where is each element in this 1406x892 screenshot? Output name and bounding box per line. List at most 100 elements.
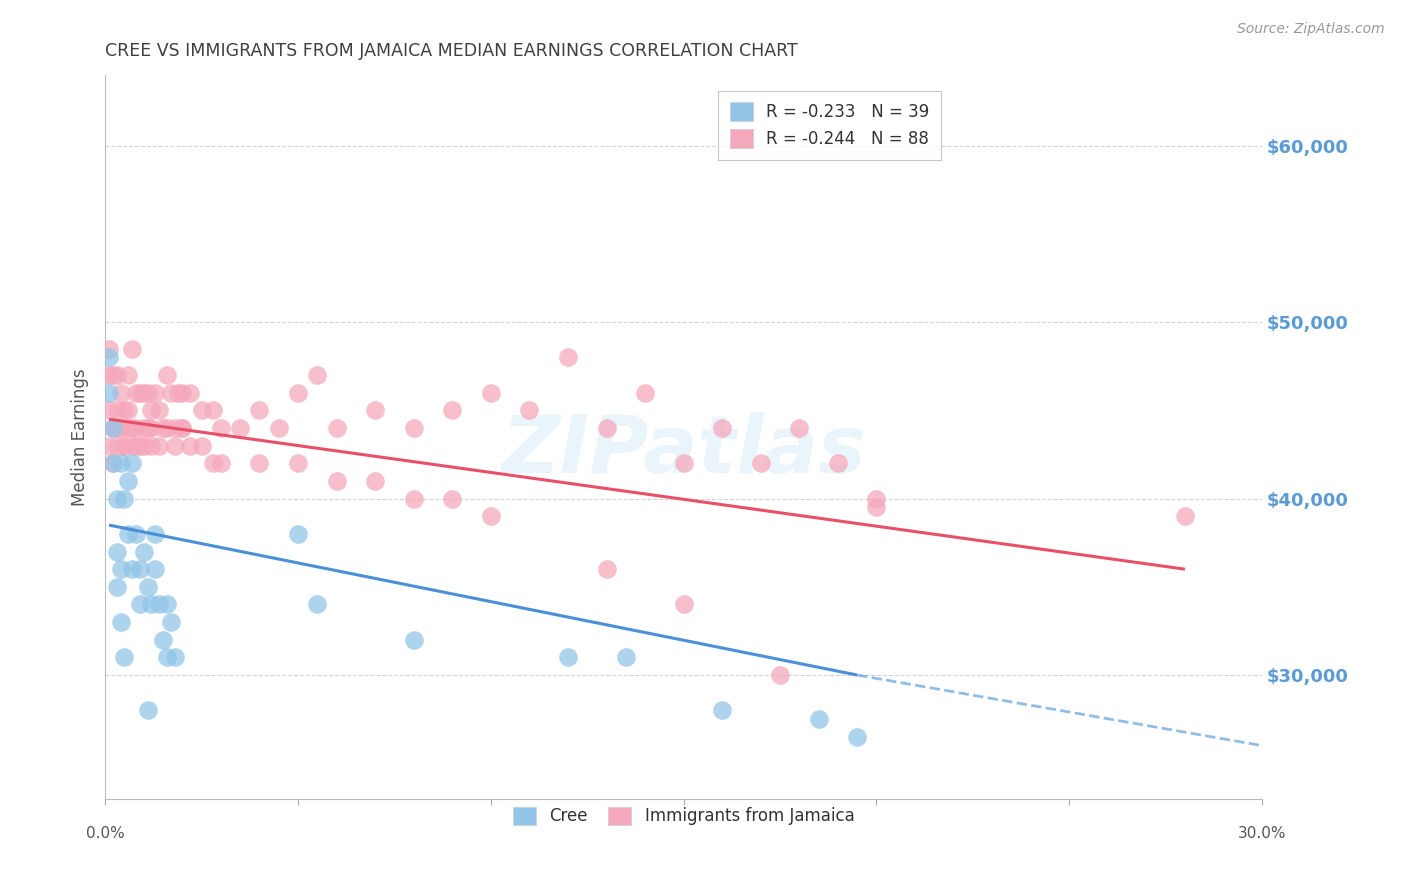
Point	[114, 403, 136, 417]
Point	[287, 527, 309, 541]
Text: Source: ZipAtlas.com: Source: ZipAtlas.com	[1237, 22, 1385, 37]
Point	[129, 562, 152, 576]
Point	[711, 703, 734, 717]
Point	[98, 351, 121, 365]
Point	[148, 439, 170, 453]
Point	[98, 342, 121, 356]
Point	[307, 598, 329, 612]
Point	[114, 650, 136, 665]
Point	[1174, 509, 1197, 524]
Point	[114, 491, 136, 506]
Point	[179, 385, 201, 400]
Point	[105, 491, 128, 506]
Point	[141, 403, 163, 417]
Point	[167, 385, 190, 400]
Text: CREE VS IMMIGRANTS FROM JAMAICA MEDIAN EARNINGS CORRELATION CHART: CREE VS IMMIGRANTS FROM JAMAICA MEDIAN E…	[105, 42, 799, 60]
Point	[121, 439, 143, 453]
Point	[129, 385, 152, 400]
Point	[769, 668, 792, 682]
Point	[129, 439, 152, 453]
Point	[121, 456, 143, 470]
Point	[249, 403, 271, 417]
Point	[105, 544, 128, 558]
Point	[125, 385, 148, 400]
Point	[846, 730, 869, 744]
Point	[110, 562, 132, 576]
Point	[749, 456, 772, 470]
Text: ZIPatlas: ZIPatlas	[501, 412, 866, 491]
Point	[121, 342, 143, 356]
Point	[325, 421, 347, 435]
Point	[364, 474, 387, 488]
Point	[519, 403, 541, 417]
Point	[152, 632, 174, 647]
Point	[105, 368, 128, 383]
Point	[110, 615, 132, 629]
Point	[117, 403, 139, 417]
Point	[202, 403, 225, 417]
Point	[136, 703, 159, 717]
Point	[125, 421, 148, 435]
Point	[101, 456, 124, 470]
Point	[98, 439, 121, 453]
Text: 0.0%: 0.0%	[86, 826, 125, 841]
Point	[479, 385, 502, 400]
Point	[159, 385, 181, 400]
Point	[136, 580, 159, 594]
Point	[159, 615, 181, 629]
Point	[117, 421, 139, 435]
Point	[129, 598, 152, 612]
Point	[101, 421, 124, 435]
Point	[307, 368, 329, 383]
Point	[132, 385, 155, 400]
Point	[110, 385, 132, 400]
Point	[98, 368, 121, 383]
Point	[595, 562, 617, 576]
Point	[634, 385, 657, 400]
Point	[141, 439, 163, 453]
Point	[98, 403, 121, 417]
Point	[190, 439, 212, 453]
Point	[114, 439, 136, 453]
Point	[557, 351, 579, 365]
Point	[148, 403, 170, 417]
Point	[172, 421, 194, 435]
Point	[364, 403, 387, 417]
Point	[110, 421, 132, 435]
Point	[114, 439, 136, 453]
Point	[287, 385, 309, 400]
Point	[156, 368, 179, 383]
Text: 30.0%: 30.0%	[1237, 826, 1286, 841]
Point	[807, 712, 830, 726]
Y-axis label: Median Earnings: Median Earnings	[72, 368, 89, 506]
Point	[672, 456, 695, 470]
Point	[402, 632, 425, 647]
Point	[143, 562, 166, 576]
Point	[202, 456, 225, 470]
Point	[479, 509, 502, 524]
Point	[141, 598, 163, 612]
Point	[209, 421, 232, 435]
Point	[190, 403, 212, 417]
Point	[121, 421, 143, 435]
Point	[110, 456, 132, 470]
Point	[156, 421, 179, 435]
Point	[117, 474, 139, 488]
Point	[101, 368, 124, 383]
Point	[325, 474, 347, 488]
Point	[121, 562, 143, 576]
Point	[249, 456, 271, 470]
Point	[117, 527, 139, 541]
Point	[865, 491, 887, 506]
Point	[148, 598, 170, 612]
Point	[402, 491, 425, 506]
Legend: Cree, Immigrants from Jamaica: Cree, Immigrants from Jamaica	[505, 798, 863, 834]
Point	[105, 421, 128, 435]
Point	[132, 544, 155, 558]
Point	[117, 368, 139, 383]
Point	[136, 421, 159, 435]
Point	[105, 439, 128, 453]
Point	[595, 421, 617, 435]
Point	[125, 439, 148, 453]
Point	[441, 403, 464, 417]
